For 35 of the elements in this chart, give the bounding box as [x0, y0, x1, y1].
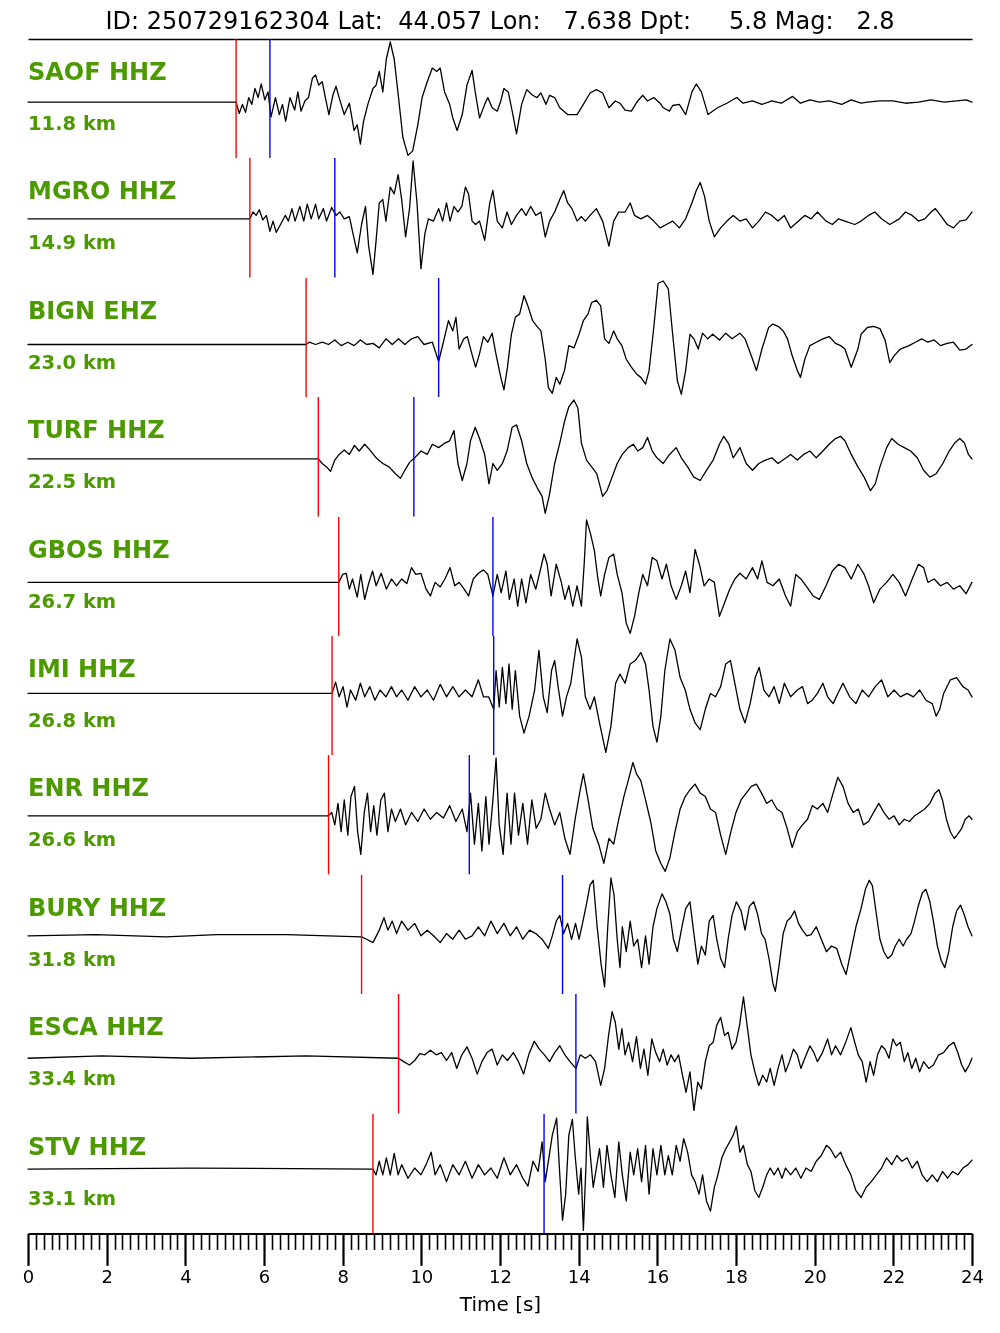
annotation: 33.1 km: [28, 1187, 117, 1211]
annotation: 23.0 km: [28, 351, 117, 375]
annotation: 22.5 km: [28, 470, 117, 494]
x-tick-label: 20: [803, 1265, 827, 1287]
x-tick-label: 6: [258, 1265, 271, 1287]
x-tick-label: 16: [646, 1265, 670, 1287]
annotation: 26.7 km: [28, 590, 117, 614]
annotation: STV HHZ: [28, 1132, 147, 1161]
x-tick-label: 4: [180, 1265, 192, 1287]
annotation: 11.8 km: [28, 112, 117, 136]
annotation: ENR HHZ: [28, 774, 149, 803]
x-tick-label: 12: [489, 1265, 512, 1287]
x-tick-label: 22: [882, 1265, 906, 1287]
x-tick-label: 24: [961, 1265, 984, 1287]
annotation: 14.9 km: [28, 231, 117, 255]
x-tick-label: 0: [22, 1265, 35, 1287]
x-tick-label: 18: [725, 1265, 748, 1287]
annotation: 33.4 km: [28, 1067, 117, 1091]
annotation: BURY HHZ: [28, 893, 167, 922]
annotation: BIGN EHZ: [28, 296, 158, 325]
annotation: IMI HHZ: [28, 655, 136, 683]
annotation: MGRO HHZ: [28, 177, 177, 206]
annotation: 26.6 km: [28, 828, 117, 852]
annotation: 31.8 km: [28, 948, 117, 972]
annotation: 26.8 km: [28, 709, 117, 733]
chart-title: ID: 250729162304 Lat: 44.057 Lon: 7.638 Dpt: 5.8 Mag: 2.8: [105, 7, 895, 35]
annotation: ESCA HHZ: [28, 1013, 164, 1042]
x-tick-label: 2: [101, 1265, 113, 1287]
annotation: TURF HHZ: [28, 416, 165, 445]
x-tick-label: 10: [410, 1265, 434, 1287]
x-axis-title: Time [s]: [458, 1291, 542, 1316]
annotation: SAOF HHZ: [28, 58, 167, 86]
x-tick-label: 14: [567, 1265, 591, 1287]
x-tick-label: 8: [337, 1265, 349, 1287]
annotation: GBOS HHZ: [28, 535, 170, 564]
